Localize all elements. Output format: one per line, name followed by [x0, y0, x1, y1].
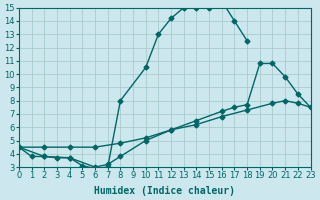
X-axis label: Humidex (Indice chaleur): Humidex (Indice chaleur) — [94, 186, 235, 196]
